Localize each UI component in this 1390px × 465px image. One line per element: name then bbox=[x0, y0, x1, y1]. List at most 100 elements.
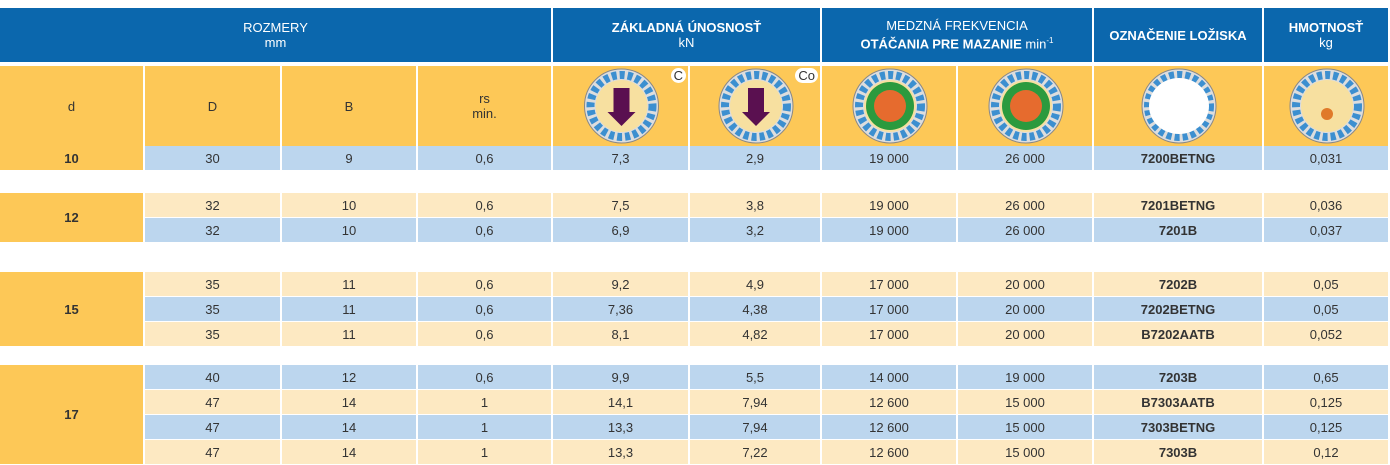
cell: 0,6 bbox=[418, 193, 553, 217]
text: 7200BETNG bbox=[1140, 150, 1216, 166]
cell: 7,94 bbox=[690, 390, 822, 414]
text: min bbox=[1025, 36, 1047, 52]
text: 12 bbox=[64, 210, 79, 225]
header-line: OZNAČENIE LOŽISKA bbox=[1109, 28, 1246, 43]
cell: 0,65 bbox=[1264, 365, 1390, 389]
header-cell: rs min. bbox=[418, 66, 553, 146]
cell: 47 bbox=[145, 390, 282, 414]
header-line: MEDZNÁ FREKVENCIA bbox=[886, 18, 1028, 33]
text: 17 000 bbox=[869, 326, 909, 342]
cell: 0,036 bbox=[1264, 193, 1390, 217]
cell: 20 000 bbox=[958, 322, 1094, 346]
text: 20 000 bbox=[1005, 326, 1045, 342]
text: 7303B bbox=[1158, 444, 1198, 460]
text: 17 000 bbox=[869, 276, 909, 292]
cell: 35 bbox=[145, 322, 282, 346]
text: 26 000 bbox=[1005, 197, 1045, 213]
text: OZNAČENIE LOŽISKA bbox=[1109, 27, 1247, 43]
text: 32 bbox=[205, 197, 220, 213]
cell: 7203B bbox=[1094, 365, 1264, 389]
text: 11 bbox=[342, 326, 356, 342]
text: 13,3 bbox=[607, 419, 634, 435]
cell: 4,38 bbox=[690, 297, 822, 321]
header-cell: B bbox=[282, 66, 418, 146]
header-group: OZNAČENIE LOŽISKA bbox=[1094, 8, 1264, 62]
text: 15 000 bbox=[1005, 419, 1045, 435]
cell: 0,05 bbox=[1264, 297, 1390, 321]
text: OTÁČANIA PRE MAZANIE bbox=[860, 36, 1022, 52]
text: 4,9 bbox=[745, 276, 765, 292]
header-cell bbox=[958, 66, 1094, 146]
cell: 32 bbox=[145, 218, 282, 242]
cell: 0,052 bbox=[1264, 322, 1390, 346]
cell: 47 bbox=[145, 415, 282, 439]
header-cell: d bbox=[0, 66, 145, 146]
cell: 3,8 bbox=[690, 193, 822, 217]
text: 26 000 bbox=[1005, 150, 1045, 166]
text: 47 bbox=[205, 394, 220, 410]
cell: 15 000 bbox=[958, 390, 1094, 414]
text: 15 000 bbox=[1005, 444, 1045, 460]
cell: 9,2 bbox=[553, 272, 690, 296]
text: 20 000 bbox=[1005, 301, 1045, 317]
text: 0,65 bbox=[1313, 369, 1339, 385]
text: 19 000 bbox=[869, 150, 909, 166]
cell: 0,037 bbox=[1264, 218, 1390, 242]
cell: 12 600 bbox=[822, 415, 958, 439]
cell: 0,6 bbox=[418, 272, 553, 296]
cell: 7202BETNG bbox=[1094, 297, 1264, 321]
cell: 0,12 bbox=[1264, 440, 1390, 464]
text: 19 000 bbox=[869, 222, 909, 238]
text: 19 000 bbox=[869, 197, 909, 213]
text: 14 bbox=[341, 394, 357, 410]
cell: 11 bbox=[282, 322, 418, 346]
text: 6,9 bbox=[611, 222, 630, 238]
text: 7,36 bbox=[607, 301, 634, 317]
text: rs bbox=[479, 91, 490, 106]
text: 0,6 bbox=[475, 150, 494, 166]
text: kg bbox=[1319, 35, 1333, 50]
text: 30 bbox=[205, 150, 220, 166]
bearing-icon bbox=[852, 68, 928, 144]
bearing-icon bbox=[718, 68, 794, 144]
cell: 17 000 bbox=[822, 272, 958, 296]
text: 1 bbox=[480, 444, 489, 460]
header-cell bbox=[822, 66, 958, 146]
text: 4,38 bbox=[742, 301, 768, 317]
text: 9 bbox=[345, 150, 353, 166]
cell: 12 600 bbox=[822, 390, 958, 414]
text: B bbox=[344, 98, 354, 114]
cell: 0,031 bbox=[1264, 146, 1390, 170]
cell: 7201BETNG bbox=[1094, 193, 1264, 217]
text: 47 bbox=[205, 444, 220, 460]
cell: 14,1 bbox=[553, 390, 690, 414]
text: 14 bbox=[341, 444, 357, 460]
text: 17 000 bbox=[869, 301, 909, 317]
text: 14 bbox=[341, 419, 357, 435]
d-cell: 17 bbox=[0, 365, 145, 464]
text: B7303AATB bbox=[1141, 394, 1215, 410]
text: 0,6 bbox=[475, 222, 494, 238]
cell: 2,9 bbox=[690, 146, 822, 170]
text: 0,6 bbox=[475, 276, 494, 292]
text: 7,94 bbox=[742, 419, 768, 435]
cell: 12 bbox=[282, 365, 418, 389]
header-line: ZÁKLADNÁ ÚNOSNOSŤ bbox=[612, 20, 762, 35]
cell: 13,3 bbox=[553, 440, 690, 464]
cell: 11 bbox=[282, 297, 418, 321]
cell: 1 bbox=[418, 415, 553, 439]
cell: 8,1 bbox=[553, 322, 690, 346]
cell: 0,6 bbox=[418, 365, 553, 389]
text: 0,6 bbox=[475, 326, 494, 342]
cell: 20 000 bbox=[958, 297, 1094, 321]
cell: 3,2 bbox=[690, 218, 822, 242]
text: mm bbox=[264, 35, 287, 50]
text: 17 bbox=[64, 407, 79, 422]
text: 12 600 bbox=[869, 419, 909, 435]
text: 0,036 bbox=[1309, 197, 1343, 213]
text: 26 000 bbox=[1005, 222, 1045, 238]
text: 0,12 bbox=[1313, 444, 1339, 460]
text: 0,6 bbox=[475, 301, 494, 317]
cell: 0,6 bbox=[418, 218, 553, 242]
